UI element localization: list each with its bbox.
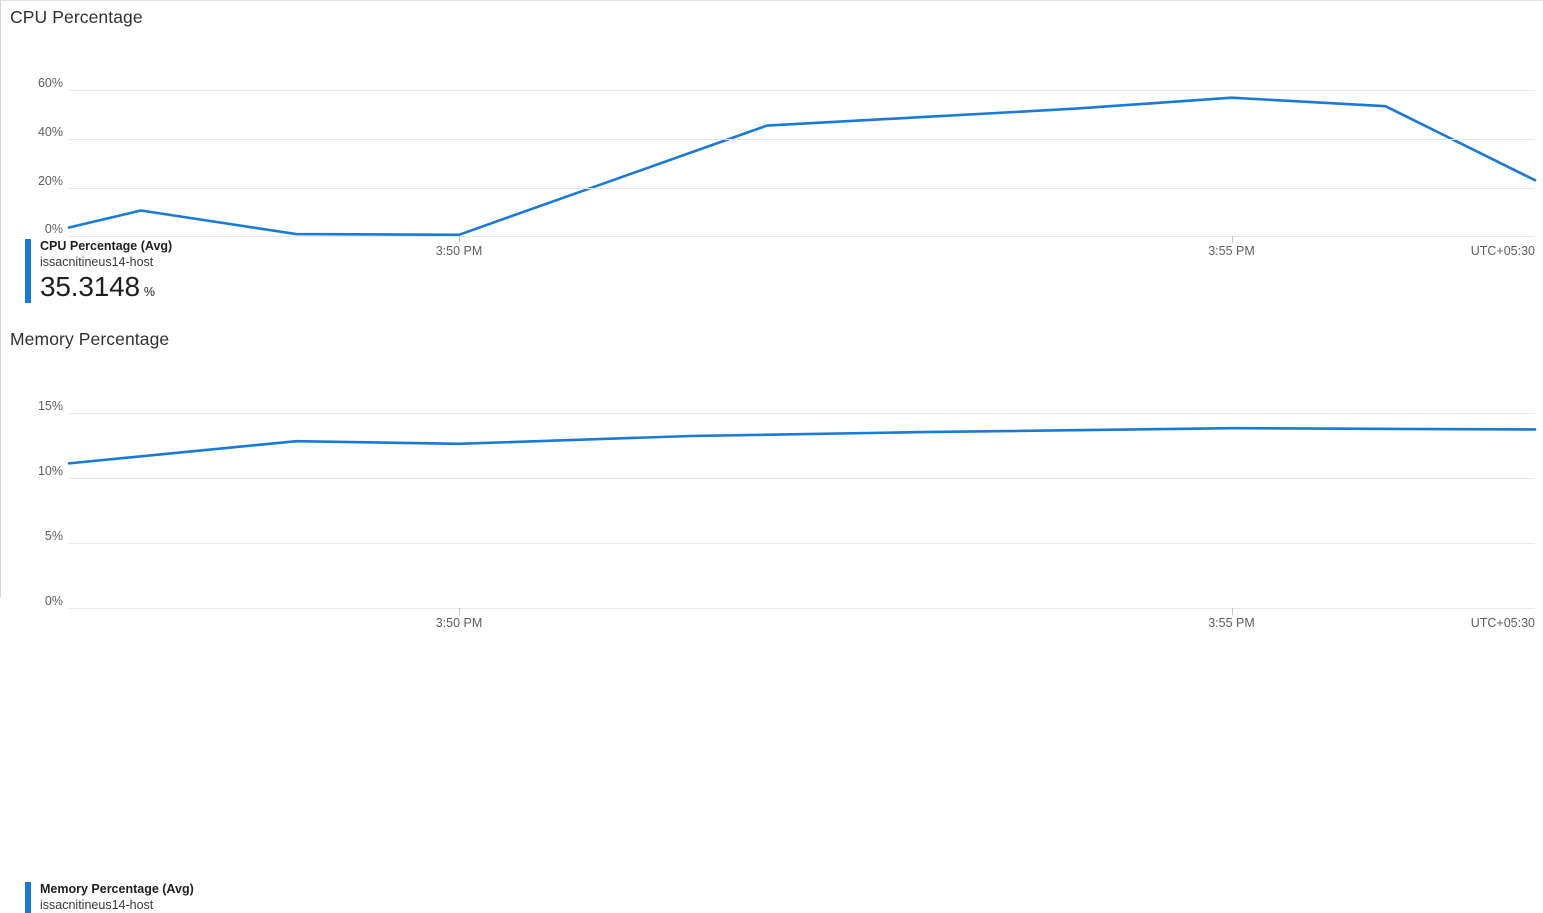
y-axis-tick-label: 20%	[37, 173, 63, 188]
y-axis-tick-label: 15%	[37, 398, 63, 413]
gridline	[69, 412, 1535, 414]
gridline	[69, 187, 1535, 189]
x-axis-tick-mark	[459, 236, 460, 243]
y-axis-tick-label: 0%	[44, 594, 63, 608]
y-axis-tick-label: 40%	[37, 124, 63, 139]
cpu-y-axis: 0% 20% 40% 60%	[1, 71, 63, 236]
gridline	[69, 477, 1535, 479]
cpu-legend-resource-name: issacnitineus14-host	[40, 255, 154, 269]
cpu-legend-unit: %	[143, 285, 155, 299]
cpu-chart-title: CPU Percentage	[10, 7, 143, 27]
y-axis-tick-label: 5%	[44, 528, 63, 543]
cpu-gridlines	[67, 71, 1537, 237]
series-polyline	[67, 426, 1537, 465]
memory-x-axis: 3:50 PM 3:55 PM UTC+05:30	[1, 608, 1543, 630]
memory-plot-area: 0% 5% 10% 15% 3:50 PM 3:55 PM UTC+05:30	[1, 393, 1543, 630]
cpu-series-line	[67, 96, 1537, 237]
y-axis-tick-label: 10%	[37, 463, 63, 478]
memory-series-line	[67, 426, 1537, 465]
memory-legend-resource-name: issacnitineus14-host	[40, 898, 154, 912]
x-axis-tick-mark	[459, 608, 460, 615]
gridline	[69, 90, 1535, 92]
x-axis-tick-label: 3:50 PM	[435, 616, 483, 630]
x-axis-tick-mark	[1231, 608, 1233, 615]
memory-y-axis: 0% 5% 10% 15%	[1, 393, 63, 609]
x-axis-tick-label: 3:50 PM	[435, 244, 483, 258]
x-axis-tick-mark	[1231, 236, 1233, 243]
gridline	[69, 542, 1535, 544]
timezone-label: UTC+05:30	[1470, 616, 1535, 630]
timezone-label: UTC+05:30	[1470, 244, 1535, 258]
y-axis-tick-label: 60%	[37, 76, 63, 91]
series-polyline	[67, 96, 1537, 237]
cpu-legend-metric-name: CPU Percentage (Avg)	[40, 239, 173, 253]
memory-legend-metric-name: Memory Percentage (Avg)	[40, 882, 194, 896]
gridline	[69, 236, 1535, 237]
cpu-legend-value: 35.3148	[40, 271, 140, 302]
cpu-legend-color-swatch	[25, 239, 31, 303]
cpu-percentage-panel: CPU Percentage 0% 20% 40% 60% 3:50 PM 3:55 P…	[1, 1, 1543, 321]
memory-legend[interactable]: Memory Percentage (Avg) issacnitineus14-…	[25, 882, 194, 913]
memory-percentage-panel: Memory Percentage 0% 5% 10% 15% 3:50 PM 3:55…	[1, 321, 1543, 913]
y-axis-tick-label: 0%	[44, 222, 63, 236]
gridline	[69, 138, 1535, 140]
cpu-x-axis: 3:50 PM 3:55 PM UTC+05:30	[1, 236, 1543, 258]
cpu-plot-area: 0% 20% 40% 60% 3:50 PM 3:55 PM UTC+05:30	[1, 71, 1543, 258]
cpu-legend-value-row: 35.3148 %	[40, 271, 172, 303]
cpu-legend[interactable]: CPU Percentage (Avg) issacnitineus14-hos…	[25, 239, 172, 303]
x-axis-tick-label: 3:55 PM	[1208, 244, 1255, 258]
x-axis-tick-label: 3:55 PM	[1208, 616, 1255, 630]
memory-legend-color-swatch	[25, 882, 31, 913]
memory-gridlines	[67, 393, 1537, 609]
memory-chart-title: Memory Percentage	[10, 329, 170, 349]
